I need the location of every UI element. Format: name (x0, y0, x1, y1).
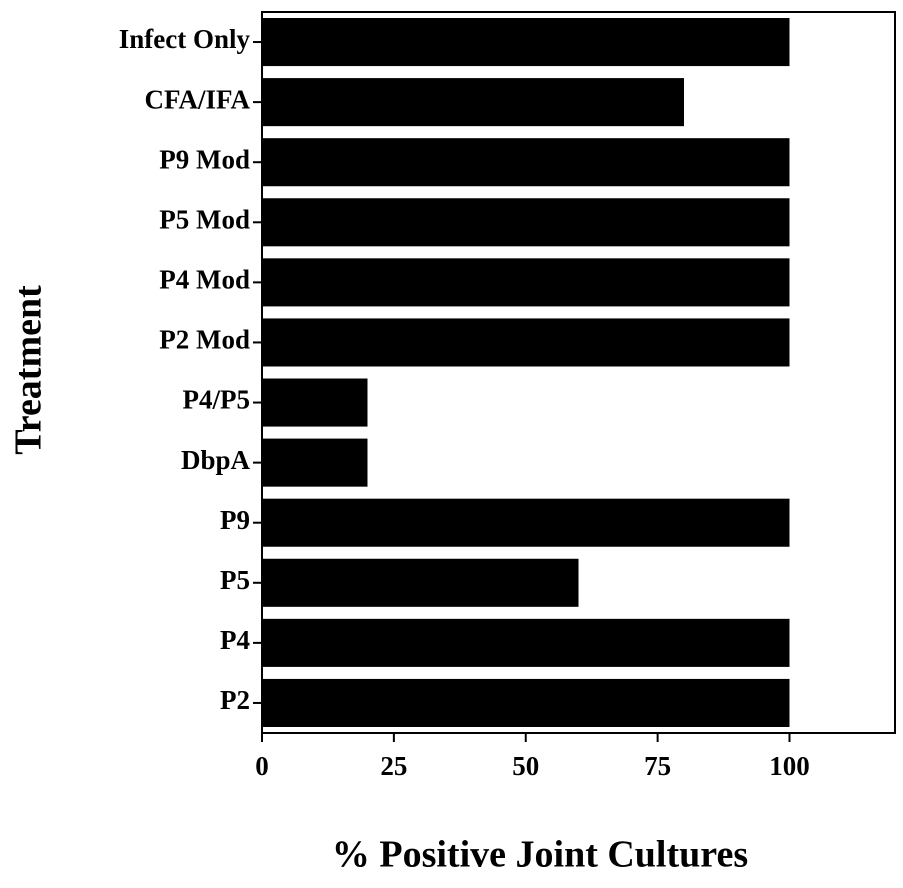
x-tick-label: 75 (644, 751, 671, 781)
bar (262, 438, 368, 487)
y-tick-label: P9 (220, 505, 250, 535)
bar (262, 138, 790, 187)
y-tick-label: P5 (220, 565, 250, 595)
y-tick-label: P2 (220, 685, 250, 715)
bar (262, 378, 368, 427)
x-tick-label: 25 (380, 751, 407, 781)
y-axis-label: Treatment (8, 285, 50, 455)
bar (262, 78, 684, 127)
x-tick-label: 100 (769, 751, 810, 781)
plot-frame (261, 11, 896, 734)
y-tick-label: P2 Mod (159, 325, 250, 355)
y-tick-label: P4/P5 (183, 385, 251, 415)
x-tick-label: 0 (255, 751, 269, 781)
bar (262, 558, 579, 607)
y-tick-label: P9 Mod (159, 144, 250, 174)
bar (262, 618, 790, 667)
y-tick-label: P4 (220, 625, 250, 655)
x-tick-label: 50 (512, 751, 539, 781)
y-tick-label: P5 Mod (159, 204, 250, 234)
y-tick-label: DbpA (181, 445, 251, 475)
bar (262, 498, 790, 547)
x-axis-label: % Positive Joint Cultures (332, 834, 748, 876)
bar (262, 678, 790, 727)
bar (262, 318, 790, 367)
y-tick-label: Infect Only (119, 24, 251, 54)
y-tick-label: CFA/IFA (145, 84, 251, 114)
y-tick-label: P4 Mod (159, 265, 250, 295)
bar (262, 258, 790, 307)
bar (262, 18, 790, 67)
bar (262, 198, 790, 247)
